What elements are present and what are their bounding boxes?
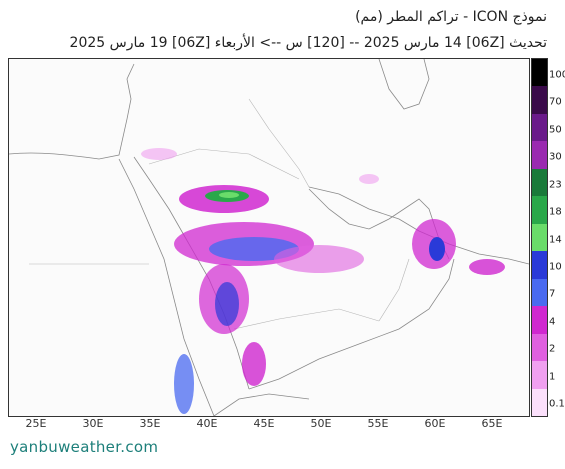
legend-label: 50	[549, 124, 562, 136]
legend-swatch	[532, 361, 547, 390]
legend-label: 30	[549, 151, 562, 163]
chart-subtitle: تحديث [06Z] 14 مارس 2025 -- [120] س --> …	[69, 35, 547, 51]
legend-swatch	[532, 223, 547, 252]
rain-blob-arabian-sea	[469, 259, 505, 275]
map-area	[8, 58, 530, 417]
legend-label: 1	[549, 371, 556, 383]
coastline-horn	[213, 393, 310, 416]
coastline-red-sea-east	[133, 156, 250, 390]
legend-label: 2	[549, 343, 556, 355]
rain-blob-eritrea	[174, 354, 194, 414]
lon-tick: 30E	[82, 417, 104, 430]
legend-label: 14	[549, 234, 562, 245]
rain-blob-yemen	[242, 342, 266, 386]
legend-swatch	[532, 141, 547, 170]
legend-label: 4	[549, 316, 556, 328]
lon-tick: 25E	[25, 417, 47, 430]
lon-tick: 60E	[424, 417, 446, 430]
legend-label: 10	[549, 261, 562, 273]
border-saudi-oman	[378, 258, 410, 322]
legend-colorbar	[531, 58, 548, 417]
map-canvas	[9, 59, 529, 416]
rain-blob-light-2	[359, 174, 379, 184]
coastline-levant	[9, 63, 135, 160]
legend-swatch	[532, 86, 547, 115]
legend-swatch	[532, 251, 547, 280]
legend-swatch	[532, 196, 547, 225]
rain-blob-north-heavy	[219, 192, 239, 198]
legend-label: 18	[549, 206, 562, 218]
rain-blob-southwest-blue	[215, 282, 239, 326]
legend-swatch	[532, 278, 547, 307]
lon-tick: 65E	[481, 417, 503, 430]
lon-tick: 45E	[253, 417, 275, 430]
lon-tick: 40E	[196, 417, 218, 430]
rain-blob-oman-blue	[429, 237, 445, 261]
coastline-caspian	[378, 59, 430, 110]
border-saudi-yemen	[233, 308, 380, 330]
border-iraq-iran	[248, 98, 310, 188]
lon-tick: 35E	[139, 417, 161, 430]
legend-swatch	[532, 113, 547, 142]
legend-swatch	[532, 306, 547, 335]
legend-label: 7	[549, 288, 556, 300]
legend-label: 23	[549, 179, 562, 191]
legend-label: 0.1	[549, 398, 565, 410]
legend-swatch	[532, 333, 547, 362]
legend-swatch	[532, 388, 547, 416]
chart-title: نموذج ICON - تراكم المطر (مم)	[355, 9, 547, 25]
lon-tick: 55E	[367, 417, 389, 430]
lon-tick: 50E	[310, 417, 332, 430]
legend-swatch	[532, 59, 547, 87]
rain-blob-east	[274, 245, 364, 273]
coastline-south-arabia	[248, 258, 455, 390]
watermark-text: yanbuweather.com	[10, 438, 159, 456]
rain-blob-light-1	[141, 148, 177, 160]
legend-label: 100	[549, 69, 565, 81]
legend-swatch	[532, 168, 547, 197]
legend-label: 70	[549, 96, 562, 108]
coastline-red-sea-west	[118, 158, 215, 416]
